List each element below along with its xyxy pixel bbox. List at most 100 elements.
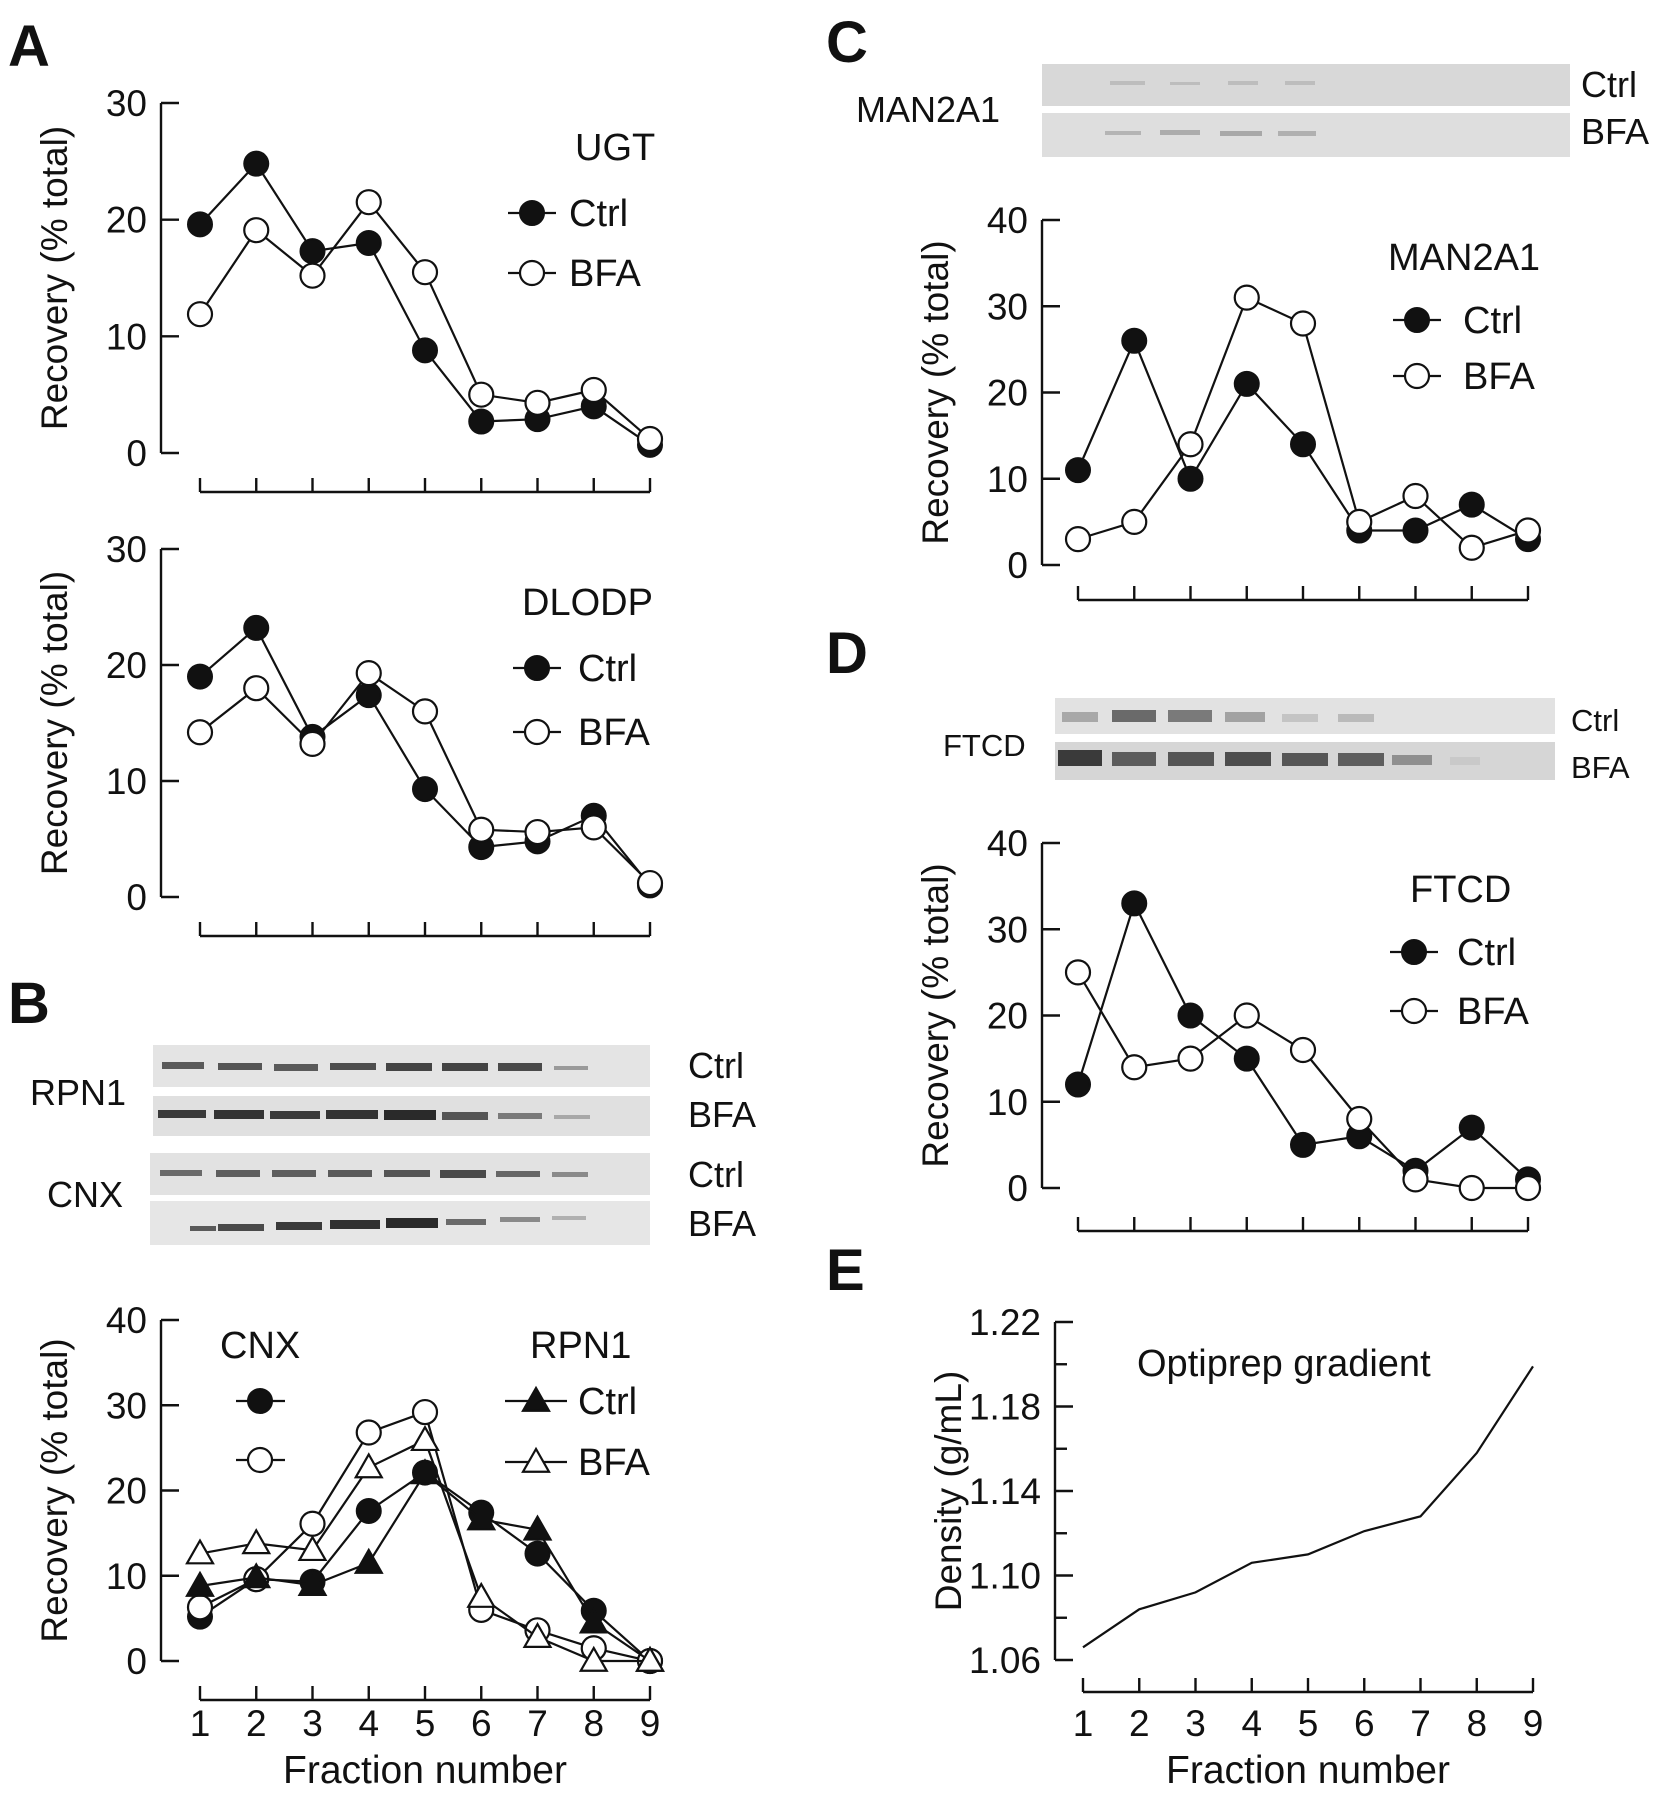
man2a1-series-1-point (1402, 482, 1429, 510)
cnx_rpn1-y-tick-label: 0 (126, 1641, 147, 1682)
ugt-series-0-point (355, 230, 382, 256)
panel-label-a: A (8, 14, 50, 79)
ftcd-series-1-point (1289, 1036, 1317, 1064)
cnx_rpn1-series-3-point (522, 1621, 553, 1648)
ftcd-series-1-point (1402, 1166, 1429, 1193)
blot-man2a1: MAN2A1 Ctrl BFA (856, 64, 1649, 157)
cnx-rpn1-legend-label: BFA (578, 1442, 650, 1484)
ugt-series-1-point (355, 189, 382, 216)
cnx_rpn1-series-2-point (522, 1514, 553, 1541)
ugt-legend-label: BFA (569, 253, 641, 295)
chart-ftcd: 0 10 20 30 40 Recovery (% total) FTCD Ctrl BFA (915, 823, 1542, 1233)
blot-ftcd-row-ctrl: Ctrl (1571, 703, 1619, 738)
cnx-rpn1-legend-rpn1-title: RPN1 (530, 1325, 631, 1367)
dlodp-series-1-point (524, 818, 551, 846)
ugt-series-1-point (468, 381, 495, 408)
blot-cnx-row-bfa: BFA (688, 1203, 756, 1244)
cnx_rpn1-series-2-point (410, 1458, 440, 1485)
man2a1-legend-marker (1403, 362, 1431, 390)
cnx_rpn1-series-1-point (355, 1419, 382, 1446)
ftcd-series-1-point (1064, 959, 1092, 986)
man2a1-series-0-point (1402, 517, 1429, 544)
ugt-series-1-point (186, 301, 214, 328)
blot-cnx: CNX Ctrl BFA (47, 1153, 756, 1245)
man2a1-legend-label: Ctrl (1463, 300, 1522, 342)
blot-ftcd-row-bfa: BFA (1571, 750, 1630, 785)
blot-ftcd-bands (1058, 710, 1480, 766)
ftcd-series-1-point (1121, 1054, 1148, 1081)
blot-cnx-bands (160, 1170, 588, 1231)
man2a1-legend-marker (1404, 307, 1430, 333)
density-x-tick-label: 7 (1410, 1703, 1431, 1744)
ugt-y-axis-label: Recovery (% total) (34, 126, 75, 430)
cnx_rpn1-series-2-point (297, 1569, 328, 1596)
ftcd-y-tick-label: 10 (987, 1082, 1028, 1123)
cnx_rpn1-x-tick-label: 5 (415, 1703, 436, 1744)
ftcd-series-1-point (1458, 1174, 1485, 1202)
dlodp-series-0-point (412, 776, 438, 803)
ftcd-y-tick-label: 40 (987, 823, 1028, 864)
density-y-axis-label: Density (g/mL) (928, 1371, 969, 1612)
density-x-tick-label: 5 (1298, 1703, 1319, 1744)
dlodp-legend-label: BFA (578, 712, 650, 754)
blot-cnx-name: CNX (47, 1174, 123, 1215)
cnx_rpn1-y-axis-label: Recovery (% total) (34, 1338, 75, 1642)
density-y-tick-label: 1.22 (969, 1302, 1041, 1343)
ugt-title: UGT (575, 127, 655, 169)
cnx_rpn1-y-tick-label: 20 (106, 1471, 147, 1512)
cnx_rpn1-series-3-point (185, 1538, 215, 1565)
ugt-series-0-point (187, 211, 213, 238)
cnx_rpn1-y-tick-label: 40 (106, 1300, 147, 1341)
density-x-tick-label: 8 (1466, 1703, 1487, 1744)
blot-cnx-row-ctrl: Ctrl (688, 1154, 744, 1195)
chart-dlodp: 0 10 20 30 Recovery (% total) DLODP Ctrl BFA (34, 529, 664, 938)
ftcd-y-tick-label: 30 (987, 909, 1028, 950)
dlodp-y-tick-label: 30 (106, 529, 147, 570)
cnx_rpn1-series-1-point (299, 1510, 326, 1537)
ftcd-series-1-point (1346, 1105, 1373, 1133)
cnx-rpn1-legend-marker (246, 1446, 274, 1474)
ugt-series-1-point (636, 425, 664, 453)
dlodp-series-0-point (355, 682, 382, 709)
ugt-legend-marker (519, 200, 545, 226)
man2a1-legend-label: BFA (1463, 356, 1535, 398)
ftcd-legend-marker (1401, 939, 1427, 965)
ugt-y-tick-label: 10 (106, 316, 147, 357)
ftcd-title: FTCD (1410, 869, 1511, 911)
dlodp-series-0-point (187, 663, 213, 690)
man2a1-series-1-point (1064, 526, 1092, 553)
man2a1-y-tick-label: 20 (987, 373, 1028, 414)
dlodp-series-1-point (186, 719, 214, 746)
cnx_rpn1-series-1-point (186, 1594, 214, 1621)
panel-label-c: C (826, 10, 868, 75)
density-x-axis-label: Fraction number (1166, 1749, 1450, 1792)
density-x-tick-label: 2 (1129, 1703, 1150, 1744)
cnx_rpn1-series-3-point (466, 1581, 497, 1608)
man2a1-y-tick-label: 0 (1007, 545, 1028, 586)
man2a1-series-0-point (1065, 457, 1091, 484)
ugt-series-1-point (299, 262, 326, 289)
man2a1-y-tick-label: 40 (987, 200, 1028, 241)
density-title: Optiprep gradient (1137, 1343, 1431, 1385)
dlodp-series-1-point (411, 698, 439, 725)
density-series-0-line (1082, 1365, 1534, 1649)
ftcd-series-0-point (1177, 1002, 1204, 1029)
ugt-series-0-point (243, 150, 270, 177)
ftcd-legend-label: Ctrl (1457, 932, 1516, 974)
man2a1-series-1-point (1121, 508, 1148, 535)
chart-density: 1.06 1.10 1.14 1.18 1.22 1 2 3 4 5 6 7 8 9 Fraction nu… (928, 1302, 1543, 1792)
dlodp-y-tick-label: 20 (106, 645, 147, 686)
blot-rpn1-row-ctrl: Ctrl (688, 1045, 744, 1086)
ugt-series-0-point (468, 408, 495, 435)
density-y-tick-label: 1.06 (969, 1640, 1041, 1681)
ugt-y-tick-label: 20 (106, 200, 147, 241)
man2a1-y-tick-label: 10 (987, 459, 1028, 500)
ftcd-y-axis-label: Recovery (% total) (915, 863, 956, 1167)
cnx_rpn1-y-tick-label: 30 (106, 1385, 147, 1426)
ugt-series-1-point (243, 217, 270, 244)
cnx_rpn1-series-0-point (524, 1540, 551, 1567)
dlodp-series-1-point (468, 816, 495, 843)
man2a1-series-0-point (1177, 465, 1204, 492)
dlodp-legend-marker (524, 655, 550, 681)
